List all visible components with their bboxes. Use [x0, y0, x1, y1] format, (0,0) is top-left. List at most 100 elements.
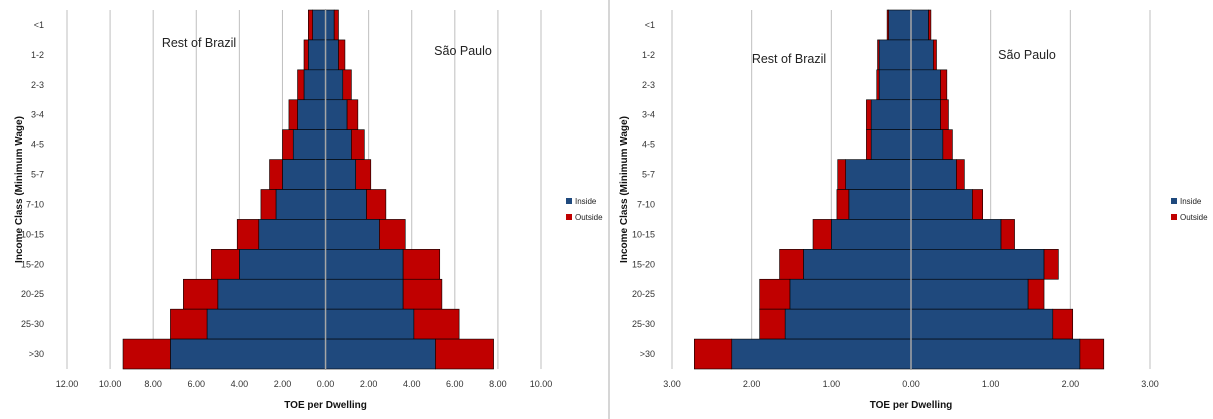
bar-inside-rest-of-brazil: [292, 129, 326, 160]
bar-outside-sao-paulo: [333, 9, 339, 41]
bar-inside-rest-of-brazil: [878, 69, 912, 101]
bar-outside-sao-paulo: [342, 69, 352, 101]
y-tick-label: 15-20: [632, 259, 655, 269]
legend-swatch-inside: [1171, 198, 1177, 204]
y-tick-label: <1: [645, 20, 655, 30]
bar-inside-sao-paulo: [910, 39, 934, 71]
pyramid-chart-right: 3.00 2.00 1.00 0.00 1.00 2.00 3.00 <1 1-2 2-3 3-4 4…: [619, 9, 1208, 411]
bar-inside-sao-paulo: [910, 99, 941, 130]
region-label-sao-paulo: São Paulo: [998, 48, 1056, 62]
y-tick-label: 10-15: [632, 229, 655, 239]
bar-inside-rest-of-brazil: [888, 9, 912, 41]
bar-outside-sao-paulo: [355, 159, 372, 190]
bar-outside-rest-of-brazil: [282, 129, 294, 160]
bar-inside-rest-of-brazil: [870, 99, 912, 130]
bar-outside-rest-of-brazil: [759, 278, 791, 310]
bar-inside-rest-of-brazil: [217, 278, 326, 310]
bar-inside-sao-paulo: [325, 189, 367, 220]
region-label-rest-of-brazil: Rest of Brazil: [752, 52, 826, 66]
bar-outside-rest-of-brazil: [269, 159, 283, 190]
x-tick-label: 6.00: [446, 379, 464, 389]
bar-outside-sao-paulo: [1079, 338, 1105, 370]
y-tick-label: >30: [640, 349, 655, 359]
y-tick-label: 5-7: [31, 170, 44, 180]
bar-inside-sao-paulo: [325, 249, 404, 280]
bar-outside-rest-of-brazil: [866, 99, 872, 130]
bar-inside-rest-of-brazil: [878, 39, 912, 71]
bar-outside-sao-paulo: [940, 99, 949, 130]
x-tick-label: 1.00: [982, 379, 1000, 389]
bar-inside-rest-of-brazil: [784, 308, 912, 340]
bar-inside-sao-paulo: [325, 69, 344, 101]
x-tick-label: 2.00: [1062, 379, 1080, 389]
bar-outside-rest-of-brazil: [836, 189, 850, 220]
bar-inside-rest-of-brazil: [258, 219, 326, 250]
bar-inside-rest-of-brazil: [308, 39, 326, 71]
x-tick-label: 0.00: [317, 379, 335, 389]
bar-inside-sao-paulo: [325, 159, 357, 190]
x-tick-label: 3.00: [1141, 379, 1159, 389]
bar-outside-sao-paulo: [435, 338, 494, 370]
x-tick-label: 4.00: [403, 379, 421, 389]
bar-outside-rest-of-brazil: [236, 219, 260, 250]
region-label-sao-paulo: São Paulo: [434, 44, 492, 58]
bar-outside-sao-paulo: [933, 39, 937, 71]
y-tick-label: 3-4: [31, 110, 44, 120]
bar-inside-rest-of-brazil: [275, 189, 326, 220]
y-axis-title: Income Class (Minimum Wage): [14, 116, 25, 263]
bar-outside-rest-of-brazil: [866, 129, 872, 160]
x-tick-label: 10.00: [530, 379, 553, 389]
bar-inside-rest-of-brazil: [845, 159, 912, 190]
x-tick-label: 4.00: [231, 379, 249, 389]
bar-inside-sao-paulo: [910, 308, 1054, 340]
bar-inside-rest-of-brazil: [803, 249, 912, 280]
x-tick-label: 8.00: [489, 379, 507, 389]
bar-inside-rest-of-brazil: [789, 278, 912, 310]
bar-outside-sao-paulo: [972, 189, 983, 220]
bar-outside-rest-of-brazil: [183, 278, 219, 310]
y-tick-label: 5-7: [642, 170, 655, 180]
x-tick-label: 2.00: [274, 379, 292, 389]
x-tick-label: 1.00: [823, 379, 841, 389]
legend-swatch-inside: [566, 198, 572, 204]
y-tick-label: 1-2: [642, 50, 655, 60]
pyramid-chart-left: 12.00 10.00 8.00 6.00 4.00 2.00 0.00 2.00 4.00 6.…: [14, 9, 603, 411]
legend-label-inside: Inside: [575, 197, 597, 206]
bar-outside-sao-paulo: [1000, 219, 1015, 250]
bar-outside-sao-paulo: [1027, 278, 1045, 310]
bar-inside-rest-of-brazil: [303, 69, 326, 101]
bar-inside-sao-paulo: [325, 39, 339, 71]
region-label-rest-of-brazil: Rest of Brazil: [162, 36, 236, 50]
bar-outside-sao-paulo: [338, 39, 346, 71]
legend-swatch-outside: [566, 214, 572, 220]
bar-outside-rest-of-brazil: [170, 308, 208, 340]
bar-inside-rest-of-brazil: [731, 338, 912, 370]
y-tick-label: <1: [34, 20, 44, 30]
y-tick-label: 20-25: [632, 289, 655, 299]
chart-panel-left: 12.00 10.00 8.00 6.00 4.00 2.00 0.00 2.00 4.00 6.…: [14, 0, 610, 419]
bar-inside-sao-paulo: [325, 9, 335, 41]
y-tick-label: 25-30: [21, 319, 44, 329]
y-tick-label: 7-10: [637, 199, 655, 209]
x-tick-label: 0.00: [902, 379, 920, 389]
bar-inside-rest-of-brazil: [297, 99, 326, 130]
bar-outside-sao-paulo: [928, 9, 932, 41]
legend-label-outside: Outside: [575, 213, 603, 222]
bar-inside-sao-paulo: [325, 338, 436, 370]
bar-inside-rest-of-brazil: [206, 308, 326, 340]
x-tick-label: 3.00: [663, 379, 681, 389]
y-tick-label: >30: [29, 349, 44, 359]
bar-outside-sao-paulo: [413, 308, 460, 340]
bar-outside-rest-of-brazil: [694, 338, 733, 370]
bar-inside-sao-paulo: [325, 99, 348, 130]
y-tick-label: 25-30: [632, 319, 655, 329]
bar-inside-sao-paulo: [910, 278, 1029, 310]
bar-inside-sao-paulo: [910, 159, 957, 190]
bar-outside-rest-of-brazil: [288, 99, 298, 130]
x-axis-title: TOE per Dwelling: [284, 400, 367, 411]
bar-inside-sao-paulo: [325, 129, 352, 160]
bar-inside-rest-of-brazil: [239, 249, 326, 280]
bar-outside-rest-of-brazil: [812, 219, 832, 250]
y-tick-label: 20-25: [21, 289, 44, 299]
bar-inside-sao-paulo: [325, 278, 404, 310]
